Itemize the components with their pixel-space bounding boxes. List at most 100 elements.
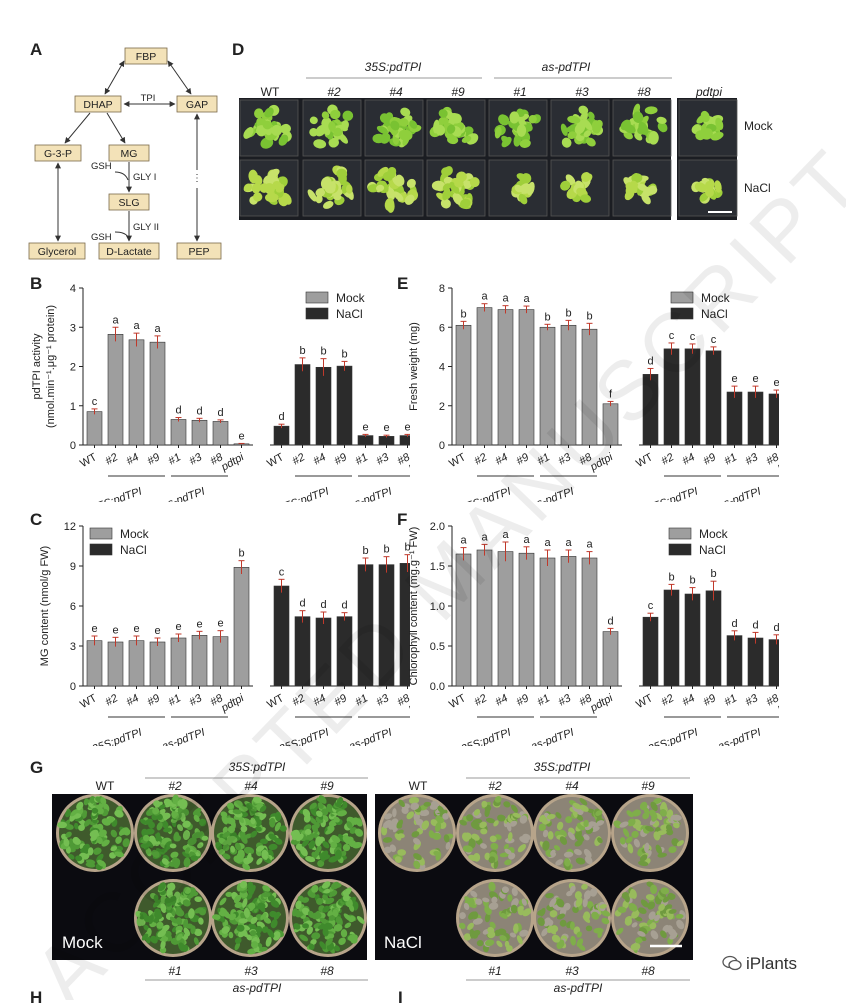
leaf [516, 935, 523, 945]
leaf [635, 937, 643, 944]
leaf [445, 841, 451, 850]
leaf [114, 851, 125, 858]
group-label-35s: 35S:pdTPI [278, 727, 331, 746]
pathway-node-g3p: G-3-P [34, 144, 82, 162]
leaf [657, 121, 668, 133]
leaf [197, 842, 204, 849]
leaf [142, 834, 150, 842]
leaf [576, 835, 585, 843]
leaf [649, 809, 657, 818]
leaf [490, 842, 499, 850]
leaf [145, 828, 155, 835]
leaf [572, 906, 579, 914]
significance-letter: b [341, 348, 347, 360]
g-col-3-left: #3 [244, 964, 258, 978]
leaf [438, 109, 448, 118]
bar [455, 553, 472, 687]
leaf [199, 818, 207, 827]
leaf [549, 897, 557, 907]
category-label: #1 [166, 451, 183, 468]
leaf [65, 824, 74, 830]
g-col-8-right: #8 [641, 964, 655, 978]
leaf [711, 131, 724, 141]
category-label: #1 [353, 692, 370, 709]
col-label-as3: #3 [575, 85, 589, 99]
leaf [596, 820, 605, 826]
leaf [193, 928, 203, 937]
leaf [676, 919, 685, 930]
pathway-arrows [55, 60, 200, 242]
legend-swatch-nacl [670, 307, 694, 320]
leaf [324, 922, 333, 930]
legend-swatch-nacl [305, 307, 329, 320]
leaf [660, 887, 670, 895]
leaf [491, 896, 498, 904]
leaf [232, 809, 242, 815]
leaf [155, 833, 163, 842]
leaf [96, 836, 103, 845]
leaf [83, 798, 89, 806]
pathway-diagram: FBP DHAP GAP G-3-P MG SLG Glycerol D-Lac… [28, 47, 222, 260]
leaf [624, 915, 633, 922]
legend-label-nacl: NaCl [699, 543, 726, 557]
legend-swatch-mock [670, 291, 694, 304]
leaf [654, 914, 661, 922]
significance-letter: c [711, 334, 717, 346]
leaf [653, 831, 661, 841]
leaf [309, 802, 317, 810]
group-label-as: as-pdTPI [529, 486, 575, 502]
significance-letter: d [752, 619, 758, 631]
leaf [580, 194, 592, 203]
leaf [576, 931, 583, 938]
leaf [511, 887, 518, 897]
leaf [156, 921, 164, 929]
significance-letter: b [710, 568, 716, 580]
leaf [504, 940, 510, 948]
leaf [263, 917, 271, 924]
leaf [160, 940, 166, 950]
leaf [340, 929, 348, 938]
leaf [639, 801, 648, 811]
leaf [248, 923, 257, 931]
leaf [389, 168, 396, 179]
significance-letter: c [279, 566, 285, 578]
g-col-1-left: #1 [168, 964, 181, 978]
significance-letter: b [689, 575, 695, 587]
leaf [715, 117, 724, 131]
bar [497, 551, 514, 687]
legend-swatch-mock [305, 291, 329, 304]
leaf [152, 899, 161, 908]
pathway-node-gap: GAP [176, 95, 218, 113]
leaf [150, 935, 158, 944]
category-label: #3 [556, 451, 573, 468]
leaf [440, 198, 451, 209]
leaf [340, 850, 347, 858]
leaf [158, 808, 166, 816]
leaf [576, 938, 584, 948]
leaf [172, 857, 179, 866]
bar [663, 348, 680, 446]
leaf [325, 897, 335, 905]
leaf [563, 902, 571, 911]
g-col-3-right: #3 [565, 964, 579, 978]
leaf [447, 135, 459, 145]
leaf [233, 894, 242, 904]
significance-letter: b [565, 307, 571, 319]
leaf [76, 801, 84, 811]
leaf [567, 131, 577, 139]
y-tick-label: 2 [70, 362, 76, 374]
leaf [311, 932, 321, 940]
leaf [328, 915, 336, 921]
bar [581, 557, 598, 687]
leaf [381, 825, 388, 836]
significance-letter: a [544, 537, 551, 549]
leaf [475, 898, 483, 905]
leaf [658, 890, 666, 898]
leaf [705, 180, 714, 191]
category-label: WT [447, 692, 468, 711]
leaf [367, 184, 380, 193]
leaf [390, 120, 400, 131]
g-group-as-left: as-pdTPI [233, 981, 282, 995]
leaf [471, 929, 481, 937]
legend-label-nacl: NaCl [336, 307, 363, 321]
